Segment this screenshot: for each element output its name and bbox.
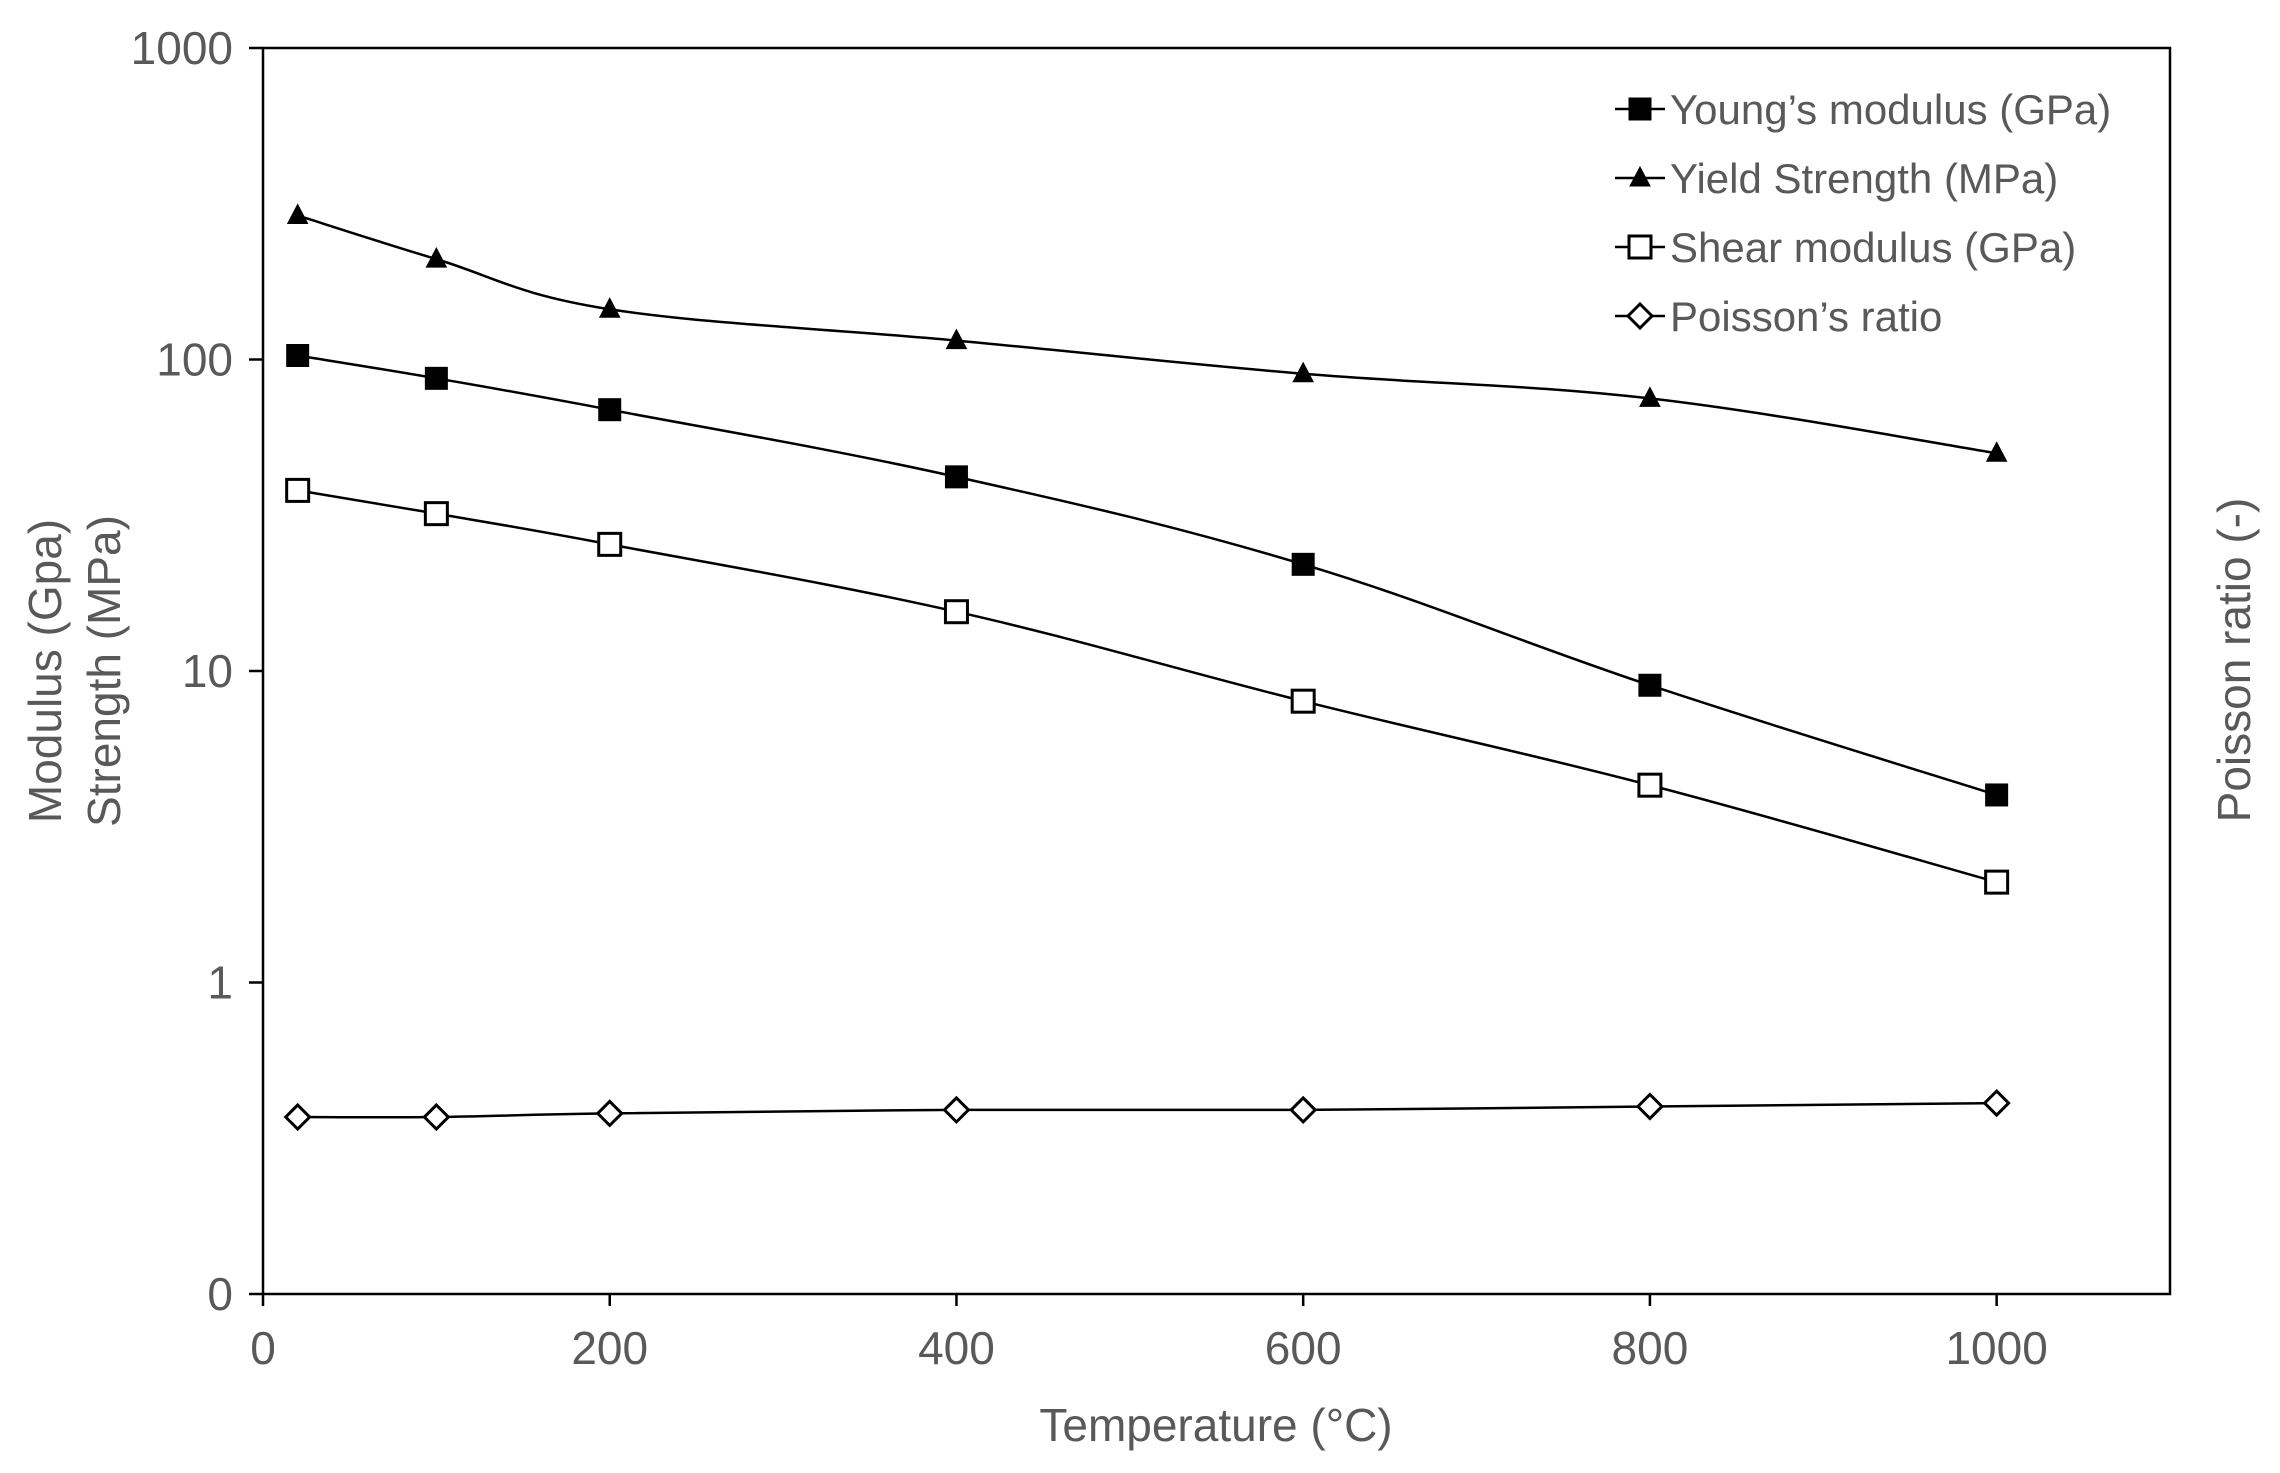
data-point <box>1292 361 1315 383</box>
data-point <box>423 501 449 527</box>
series-line <box>297 1101 1997 1119</box>
data-point <box>425 247 448 268</box>
data-point <box>286 203 309 224</box>
y2-axis-title: Poisson ratio (-) <box>2208 498 2260 823</box>
data-point <box>945 328 968 350</box>
data-point <box>1982 1088 2011 1118</box>
legend-item: Shear modulus (GPa) <box>1615 224 2076 271</box>
series-2 <box>285 477 2010 895</box>
y-tick-label: 10 <box>182 645 233 697</box>
series-line <box>297 214 1997 455</box>
series-3 <box>283 1088 2011 1132</box>
data-point <box>422 1102 451 1132</box>
y-tick-label: 1 <box>207 957 233 1009</box>
x-tick-label: 200 <box>571 1322 648 1374</box>
data-point <box>598 398 622 422</box>
data-point <box>1639 386 1661 407</box>
legend-item: Yield Strength (MPa) <box>1615 155 2058 202</box>
x-axis: 0 200 400 600 800 1000 <box>250 1294 2048 1374</box>
series-line <box>297 489 1997 884</box>
data-point <box>943 599 969 625</box>
data-point <box>283 1102 312 1132</box>
data-point <box>1985 783 2009 807</box>
legend-label: Young’s modulus (GPa) <box>1670 86 2111 133</box>
legend-marker <box>1628 97 1652 121</box>
legend-label: Poisson’s ratio <box>1670 293 1942 340</box>
data-point <box>597 531 623 557</box>
legend-item: Young’s modulus (GPa) <box>1615 86 2111 133</box>
data-point <box>1984 869 2010 895</box>
data-point <box>1638 673 1662 697</box>
x-tick-label: 400 <box>918 1322 995 1374</box>
legend-marker <box>1625 301 1655 331</box>
series-0 <box>286 344 2009 807</box>
x-tick-label: 1000 <box>1945 1322 2047 1374</box>
data-point <box>424 366 448 390</box>
x-axis-title: Temperature (°C) <box>1039 1399 1392 1451</box>
data-point <box>1637 772 1663 798</box>
legend-label: Shear modulus (GPa) <box>1670 224 2076 271</box>
y-tick-label: 1000 <box>131 22 233 74</box>
y-axis-title-line1: Modulus (Gpa) <box>19 519 71 823</box>
data-point <box>944 465 968 489</box>
data-point <box>285 477 311 503</box>
y-axis: 0 1 10 100 1000 <box>131 22 263 1320</box>
legend-marker <box>1627 234 1653 260</box>
data-point <box>942 1095 971 1125</box>
data-point <box>595 1099 624 1128</box>
data-point <box>286 344 310 368</box>
series-layer <box>283 203 2011 1132</box>
legend-item: Poisson’s ratio <box>1615 293 1942 340</box>
legend-label: Yield Strength (MPa) <box>1670 155 2058 202</box>
data-point <box>1635 1092 1665 1121</box>
legend-marker <box>1629 165 1651 187</box>
series-1 <box>286 203 2008 462</box>
data-point <box>1985 441 2008 462</box>
y-tick-label: 0 <box>207 1268 233 1320</box>
data-point <box>598 297 621 318</box>
x-tick-label: 800 <box>1612 1322 1689 1374</box>
data-point <box>1289 1095 1318 1125</box>
x-tick-label: 0 <box>250 1322 276 1374</box>
x-tick-label: 600 <box>1265 1322 1342 1374</box>
data-point <box>1291 552 1315 576</box>
data-point <box>1290 688 1316 714</box>
y-axis-title-line2: Strength (MPa) <box>78 515 130 827</box>
series-line <box>297 354 1998 797</box>
y-tick-label: 100 <box>156 334 233 386</box>
legend: Young’s modulus (GPa) Yield Strength (MPa… <box>1615 86 2111 340</box>
